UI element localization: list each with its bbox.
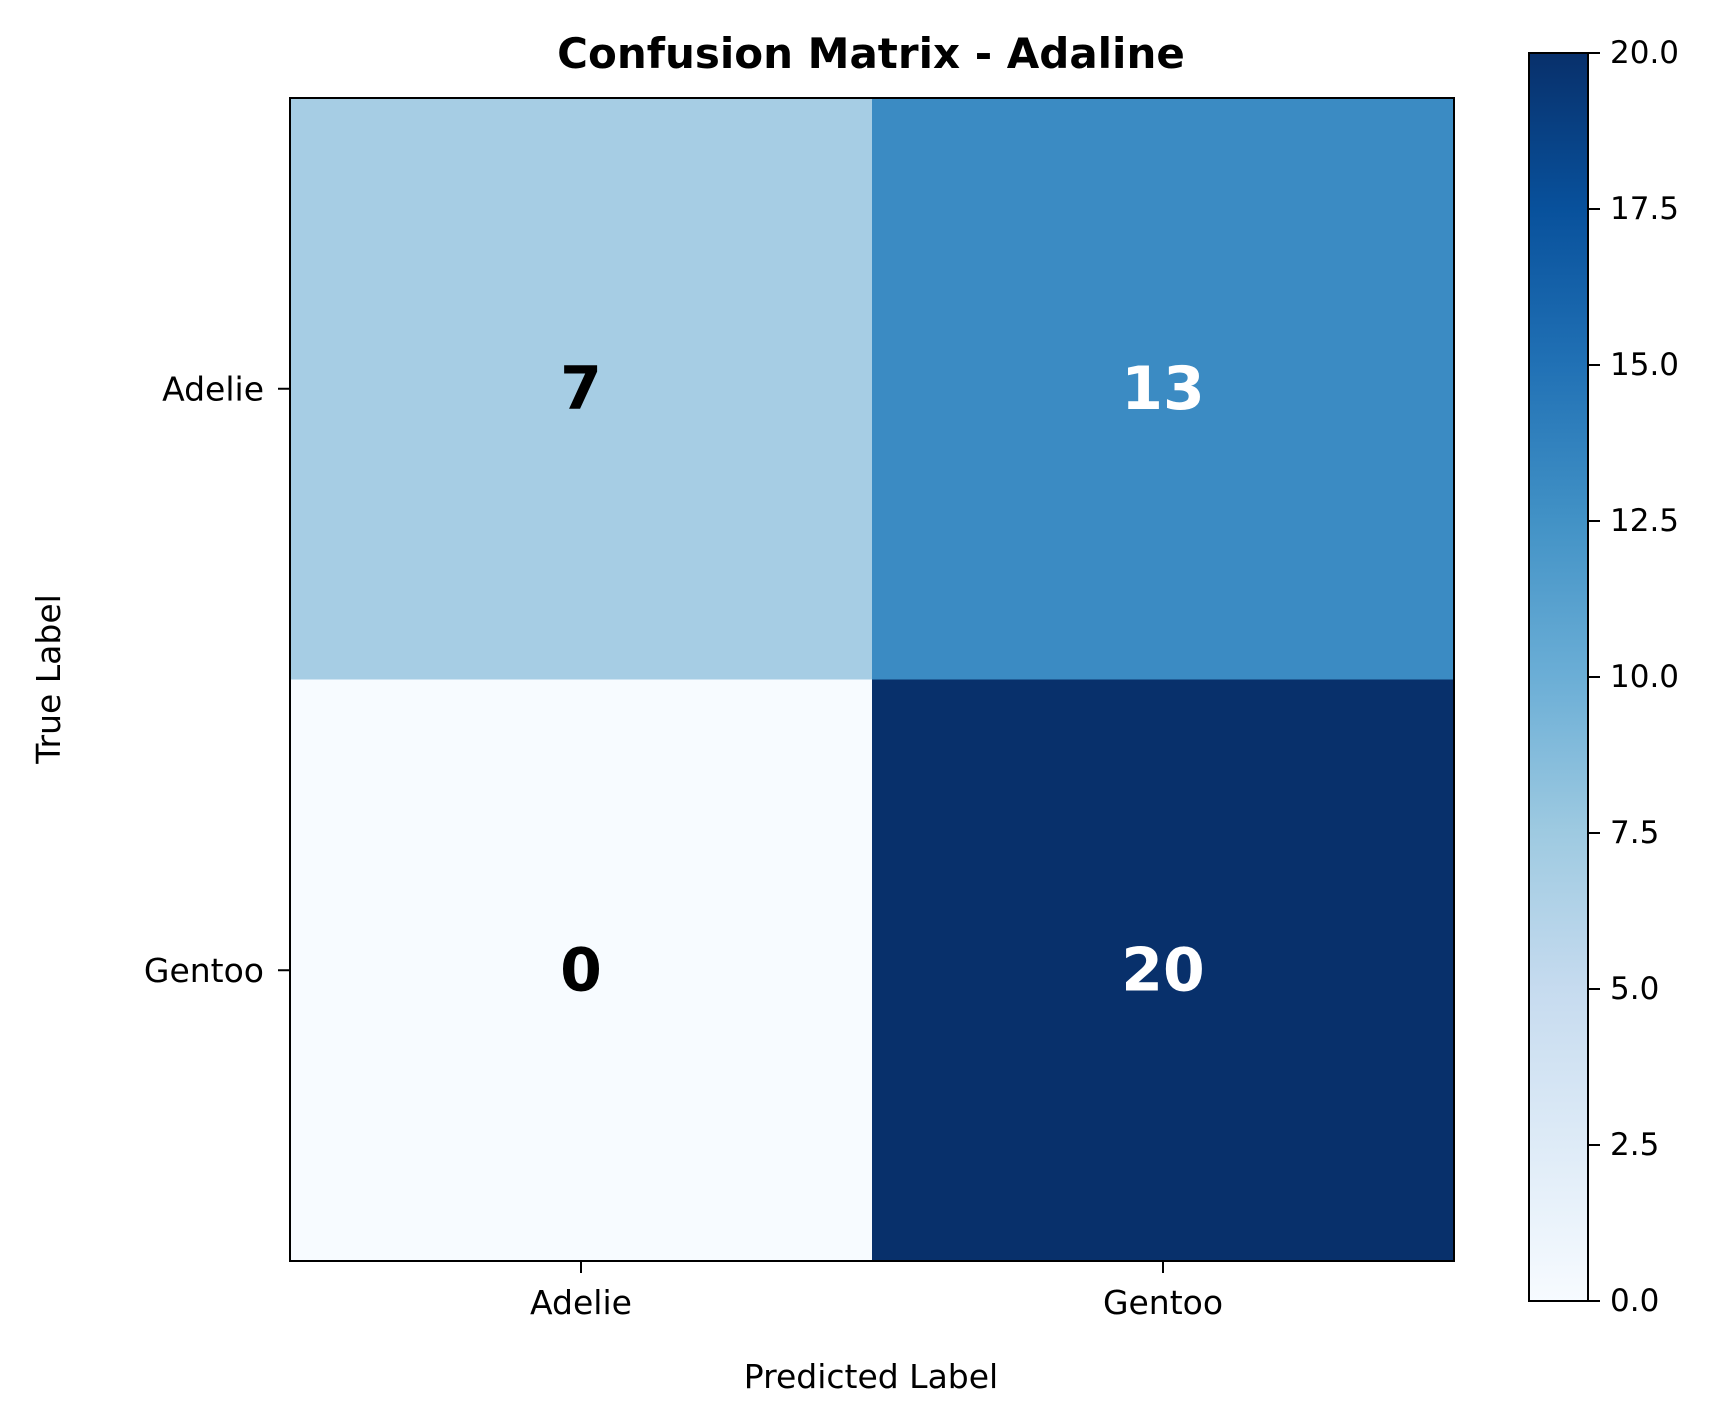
chart-title: Confusion Matrix - Adaline <box>557 29 1185 78</box>
x-tick-label: Gentoo <box>1103 1283 1223 1322</box>
colorbar <box>1528 52 1589 1302</box>
colorbar-tick-label: 20.0 <box>1610 35 1679 71</box>
colorbar-tick-label: 7.5 <box>1610 815 1659 851</box>
colorbar-tick-label: 2.5 <box>1610 1127 1659 1163</box>
colorbar-ticks: 0.0 2.5 5.0 7.5 10.0 12.5 15.0 17.5 20.0 <box>1588 35 1679 1319</box>
x-axis-ticks: Adelie Gentoo <box>530 1261 1223 1322</box>
colorbar-tick-label: 0.0 <box>1610 1283 1659 1319</box>
x-tick-label: Adelie <box>530 1283 632 1322</box>
colorbar-tick-label: 17.5 <box>1610 191 1679 227</box>
matrix-cell <box>872 679 1455 1262</box>
cell-value-label: 0 <box>560 935 602 1005</box>
colorbar-tick-label: 5.0 <box>1610 971 1659 1007</box>
y-axis-ticks: Adelie Gentoo <box>144 369 290 990</box>
colorbar-tick-label: 10.0 <box>1610 659 1679 695</box>
y-tick-label: Gentoo <box>144 951 264 990</box>
matrix-cell <box>290 98 873 680</box>
matrix-cell <box>290 679 873 1262</box>
cell-value-label: 20 <box>1121 935 1205 1005</box>
matrix-cells: 7 13 0 20 <box>290 98 1455 1262</box>
cell-value-label: 7 <box>560 354 602 424</box>
x-axis-label: Predicted Label <box>744 1357 998 1396</box>
plot-frame <box>289 97 1455 1262</box>
cell-value-label: 13 <box>1121 354 1205 424</box>
colorbar-tick-label: 12.5 <box>1610 503 1679 539</box>
colorbar-tick-label: 15.0 <box>1610 347 1679 383</box>
y-axis-label: True Label <box>29 594 68 765</box>
y-tick-label: Adelie <box>162 369 264 408</box>
matrix-cell <box>872 98 1455 680</box>
